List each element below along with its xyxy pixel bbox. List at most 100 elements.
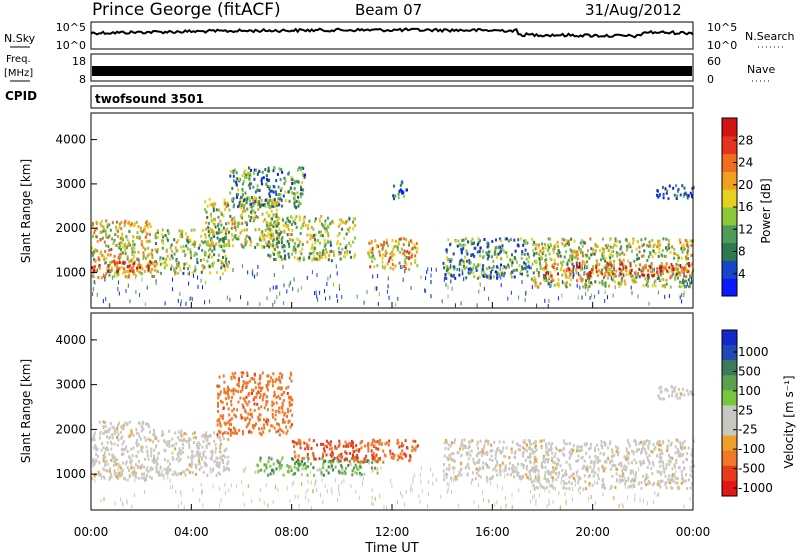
echo-cell <box>682 461 684 464</box>
echo-cell <box>281 205 283 208</box>
echo-cell <box>226 448 228 451</box>
echo-cell <box>619 240 621 243</box>
echo-cell <box>528 265 529 269</box>
echo-cell <box>490 271 492 274</box>
echo-cell <box>251 416 253 419</box>
echo-cell <box>660 273 662 276</box>
echo-cell <box>280 178 282 181</box>
echo-cell <box>300 251 302 254</box>
echo-cell <box>103 457 105 460</box>
echo-cell <box>252 273 253 277</box>
echo-cell <box>508 467 510 470</box>
echo-cell <box>681 293 682 297</box>
echo-cell <box>147 286 148 290</box>
echo-cell <box>112 436 114 439</box>
echo-cell <box>119 261 121 264</box>
echo-cell <box>491 477 493 480</box>
echo-cell <box>563 238 565 241</box>
echo-cell <box>585 279 587 282</box>
echo-cell <box>611 270 613 273</box>
echo-cell <box>356 449 358 452</box>
echo-cell <box>403 237 405 240</box>
echo-cell <box>464 243 466 246</box>
echo-cell <box>324 445 326 448</box>
echo-cell <box>677 259 679 262</box>
echo-cell <box>679 281 681 284</box>
echo-cell <box>277 410 279 413</box>
echo-cell <box>299 504 300 508</box>
echo-cell <box>378 302 379 306</box>
echo-cell <box>176 458 178 461</box>
echo-cell <box>198 285 199 289</box>
echo-cell <box>191 460 193 463</box>
echo-cell <box>506 504 507 508</box>
echo-cell <box>557 475 559 478</box>
echo-cell <box>225 222 227 225</box>
echo-cell <box>244 176 246 179</box>
power-colorbar-label: 4 <box>738 267 746 281</box>
echo-cell <box>359 496 360 500</box>
echo-cell <box>209 299 210 303</box>
echo-cell <box>535 247 537 250</box>
echo-cell <box>590 466 592 469</box>
echo-cell <box>121 448 123 451</box>
echo-cell <box>254 403 256 406</box>
echo-cell <box>267 408 269 411</box>
echo-cell <box>162 242 164 245</box>
echo-cell <box>327 277 328 281</box>
echo-cell <box>552 248 554 251</box>
echo-cell <box>376 287 377 291</box>
echo-cell <box>659 465 661 468</box>
echo-cell <box>172 473 174 476</box>
echo-cell <box>536 268 538 271</box>
echo-cell <box>117 433 119 436</box>
echo-cell <box>135 290 136 294</box>
echo-cell <box>566 482 568 485</box>
echo-cell <box>319 256 321 259</box>
echo-cell <box>202 241 204 244</box>
echo-cell <box>218 385 220 388</box>
echo-cell <box>544 474 546 477</box>
echo-cell <box>616 240 618 243</box>
echo-cell <box>497 253 499 256</box>
echo-cell <box>445 273 447 276</box>
echo-cell <box>181 230 183 233</box>
echo-cell <box>678 188 680 191</box>
echo-cell <box>196 443 198 446</box>
echo-cell <box>114 271 116 274</box>
echo-cell <box>544 247 546 250</box>
echo-cell <box>217 457 219 460</box>
echo-cell <box>223 381 225 384</box>
echo-cell <box>598 290 599 294</box>
echo-cell <box>162 257 164 260</box>
echo-cell <box>666 449 668 452</box>
echo-cell <box>426 270 427 274</box>
echo-cell <box>590 296 591 300</box>
echo-cell <box>123 267 125 270</box>
echo-cell <box>615 270 617 273</box>
echo-cell <box>278 378 280 381</box>
echo-cell <box>466 452 468 455</box>
echo-cell <box>345 467 347 470</box>
echo-cell <box>105 244 107 247</box>
echo-cell <box>485 274 486 278</box>
echo-cell <box>222 256 224 259</box>
echo-cell <box>219 504 220 508</box>
echo-cell <box>108 453 110 456</box>
echo-cell <box>208 255 210 258</box>
echo-cell <box>615 285 616 289</box>
echo-cell <box>554 284 556 287</box>
echo-cell <box>443 262 445 265</box>
echo-cell <box>294 205 296 208</box>
echo-cell <box>642 475 644 478</box>
echo-cell <box>686 389 688 392</box>
echo-cell <box>294 242 296 245</box>
echo-cell <box>189 265 191 268</box>
echo-cell <box>243 397 245 400</box>
echo-cell <box>220 260 222 263</box>
echo-cell <box>548 282 549 286</box>
echo-cell <box>313 255 315 258</box>
echo-cell <box>568 243 570 246</box>
echo-cell <box>544 299 545 303</box>
echo-cell <box>466 250 468 253</box>
